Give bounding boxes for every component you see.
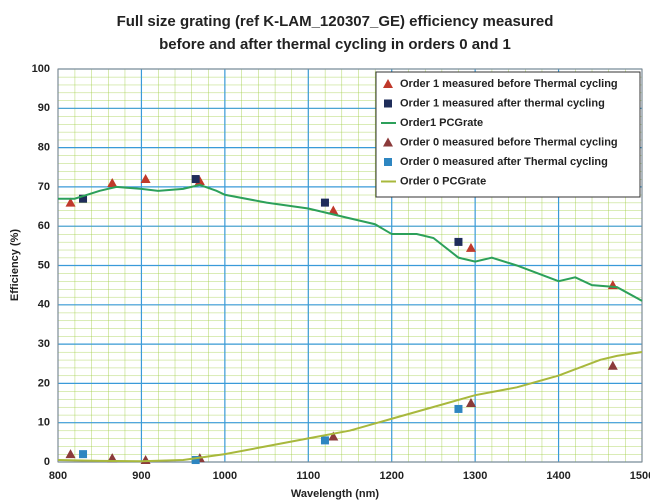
x-tick-label: 1400: [546, 470, 570, 482]
y-axis-label: Efficiency (%): [9, 229, 21, 301]
y-tick-label: 50: [38, 259, 50, 271]
legend-label: Order 1 measured after thermal cycling: [400, 97, 605, 109]
y-tick-label: 0: [44, 456, 50, 468]
legend-label: Order 0 PCGrate: [400, 175, 486, 187]
triangle-marker: [328, 431, 339, 441]
square-marker: [191, 175, 200, 184]
x-tick-label: 1200: [379, 470, 403, 482]
series-line: [57, 350, 643, 463]
triangle-marker: [65, 197, 76, 207]
square-marker: [454, 237, 463, 246]
triangle-marker: [383, 137, 393, 147]
chart-title: before and after thermal cycling in orde…: [159, 36, 511, 53]
triangle-marker: [607, 360, 618, 370]
x-tick-label: 1500: [630, 470, 650, 482]
x-tick-label: 1300: [463, 470, 487, 482]
y-tick-label: 100: [32, 63, 50, 75]
triangle-marker: [328, 205, 339, 215]
y-tick-label: 80: [38, 142, 50, 154]
chart-title: Full size grating (ref K-LAM_120307_GE) …: [117, 13, 554, 30]
x-tick-label: 1000: [213, 470, 237, 482]
triangle-marker: [465, 242, 476, 252]
triangle-marker: [383, 79, 393, 88]
x-axis-label: Wavelength (nm): [291, 488, 380, 500]
legend-label: Order 0 measured before Thermal cycling: [400, 136, 618, 148]
y-tick-label: 20: [38, 377, 50, 389]
x-tick-label: 1100: [296, 470, 320, 482]
x-tick-label: 900: [132, 470, 150, 482]
square-marker: [320, 436, 329, 445]
square-marker: [79, 194, 88, 203]
series-line: [58, 183, 643, 302]
square-marker: [454, 404, 463, 413]
y-tick-label: 30: [38, 338, 50, 350]
legend-box: [375, 71, 641, 198]
y-tick-label: 90: [38, 102, 50, 114]
legend-label: Order 0 measured after Thermal cycling: [400, 156, 608, 168]
legend-label: Order 1 measured before Thermal cycling: [400, 78, 618, 90]
y-tick-label: 60: [38, 220, 50, 232]
y-tick-label: 70: [38, 181, 50, 193]
square-marker: [384, 99, 392, 108]
legend-label: Order1 PCGrate: [400, 117, 483, 129]
triangle-marker: [107, 177, 118, 187]
square-marker: [320, 198, 329, 207]
triangle-marker: [465, 398, 476, 408]
y-tick-label: 40: [38, 299, 50, 311]
y-tick-label: 10: [38, 417, 50, 429]
x-tick-label: 800: [49, 470, 67, 482]
triangle-marker: [65, 449, 76, 459]
square-marker: [191, 456, 200, 465]
square-marker: [79, 450, 88, 459]
plot-frame: [57, 68, 643, 463]
square-marker: [384, 158, 392, 166]
triangle-marker: [140, 174, 151, 184]
triangle-marker: [107, 453, 118, 463]
